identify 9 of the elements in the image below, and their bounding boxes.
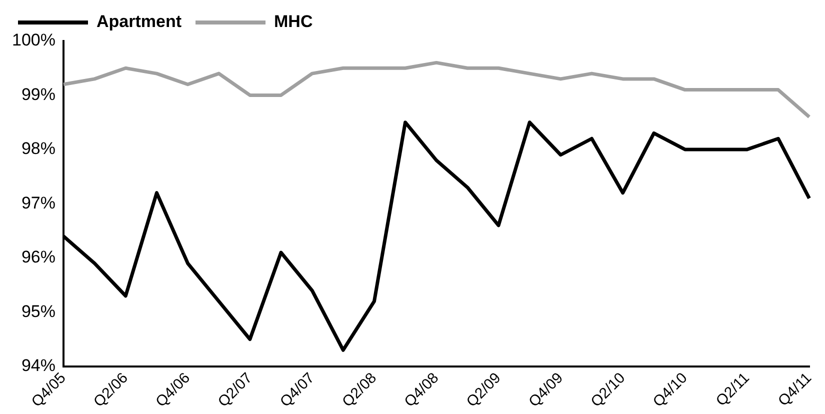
legend-label: MHC: [274, 12, 313, 32]
y-tick-label: 96%: [21, 248, 56, 267]
y-tick-label: 97%: [21, 193, 56, 212]
y-tick-label: 100%: [12, 30, 56, 50]
legend-label: Apartment: [96, 12, 182, 32]
y-tick-label: 98%: [21, 139, 56, 158]
y-tick-label: 99%: [21, 84, 56, 104]
y-tick-label: 95%: [21, 302, 56, 321]
y-tick-label: 94%: [21, 356, 56, 376]
